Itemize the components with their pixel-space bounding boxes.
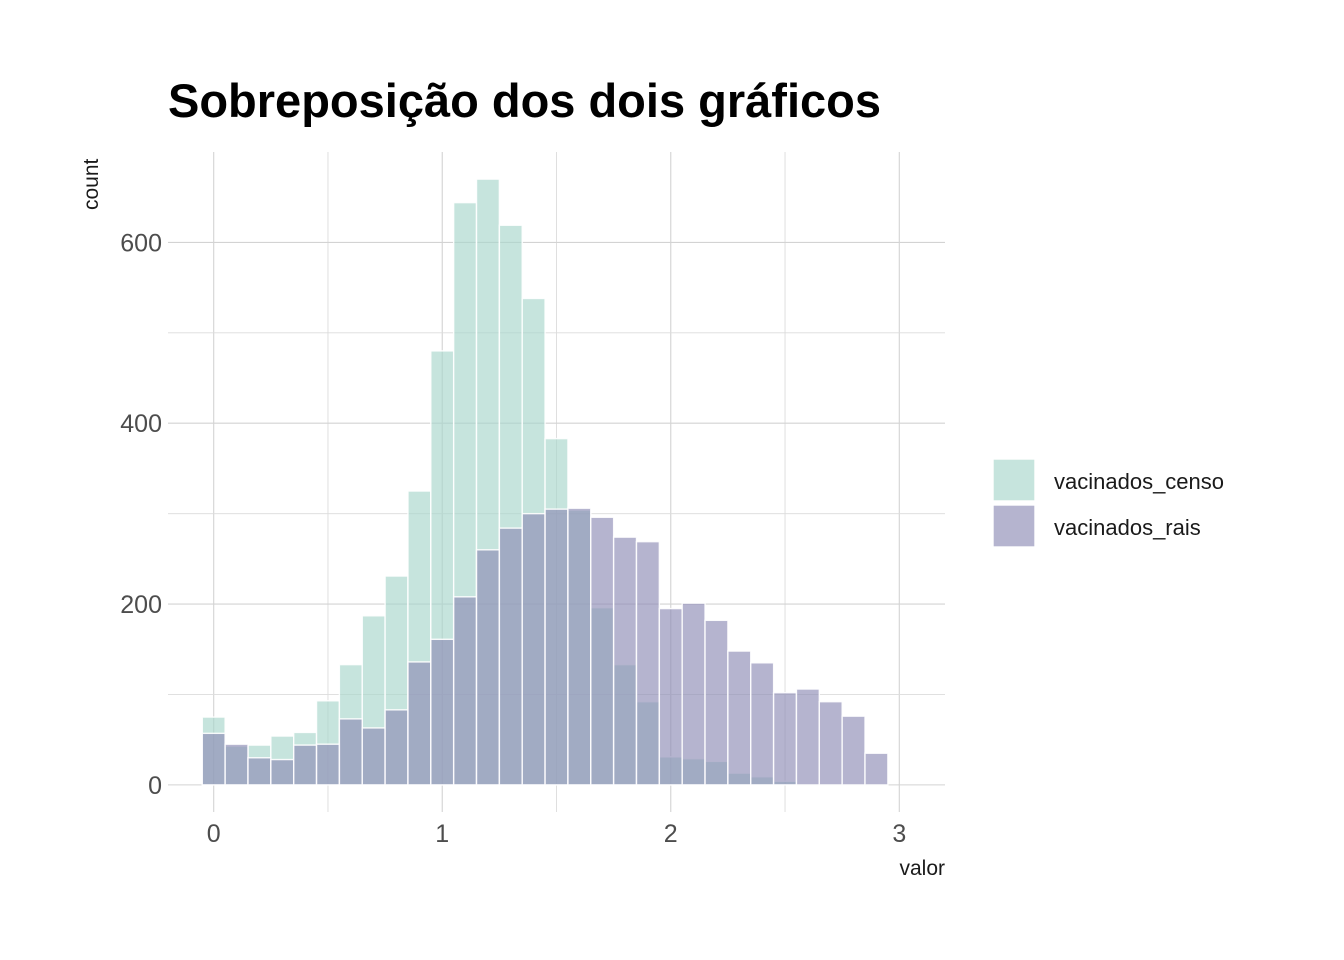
bar-vacinados-rais xyxy=(795,688,821,786)
y-tick-label: 200 xyxy=(120,591,162,619)
legend-key-vacinados-censo xyxy=(992,458,1036,502)
bar-vacinados-rais xyxy=(384,709,409,786)
bar-vacinados-rais xyxy=(544,508,569,786)
y-axis-ticks: 0 200 400 600 xyxy=(120,229,162,799)
bar-vacinados-rais xyxy=(338,718,363,786)
bar-vacinados-rais xyxy=(727,650,752,786)
bar-vacinados-rais xyxy=(270,758,295,786)
bar-vacinados-rais xyxy=(750,662,775,786)
bar-vacinados-rais xyxy=(521,512,546,786)
y-tick-label: 400 xyxy=(120,410,162,438)
bar-vacinados-rais xyxy=(475,549,501,786)
y-axis-label: count xyxy=(80,158,103,210)
legend-label: vacinados_rais xyxy=(1054,515,1201,540)
bar-vacinados-rais xyxy=(201,732,226,786)
legend-key-vacinados-rais xyxy=(992,504,1036,548)
bar-vacinados-rais xyxy=(635,540,661,786)
bar-vacinados-rais xyxy=(361,727,386,786)
series-vacinados-rais xyxy=(201,507,889,786)
y-tick-label: 0 xyxy=(148,772,162,800)
bar-vacinados-rais xyxy=(224,743,249,786)
bar-vacinados-rais xyxy=(818,700,843,786)
x-tick-label: 1 xyxy=(435,820,449,848)
x-tick-label: 2 xyxy=(664,820,678,848)
x-tick-label: 0 xyxy=(207,820,221,848)
legend-label: vacinados_censo xyxy=(1054,469,1224,494)
bar-vacinados-rais xyxy=(658,607,683,786)
bar-vacinados-rais xyxy=(315,743,341,786)
legend: vacinados_censo vacinados_rais xyxy=(992,458,1224,548)
x-axis-label: valor xyxy=(899,857,945,880)
y-tick-label: 600 xyxy=(120,229,162,257)
bar-vacinados-rais xyxy=(704,619,729,786)
bar-vacinados-rais xyxy=(498,527,523,786)
bar-vacinados-rais xyxy=(430,638,455,786)
bar-vacinados-rais xyxy=(292,744,318,786)
x-tick-label: 3 xyxy=(892,820,906,848)
bar-vacinados-rais xyxy=(612,536,638,786)
bar-vacinados-rais xyxy=(407,661,432,786)
bar-vacinados-rais xyxy=(772,691,798,786)
bar-vacinados-rais xyxy=(567,507,592,786)
chart-title: Sobreposição dos dois gráficos xyxy=(168,74,881,127)
bar-vacinados-rais xyxy=(841,715,866,786)
bar-vacinados-rais xyxy=(681,602,706,786)
bar-vacinados-rais xyxy=(590,516,615,786)
x-axis-ticks: 0 1 2 3 xyxy=(207,820,906,848)
bar-vacinados-rais xyxy=(452,596,478,786)
bar-vacinados-rais xyxy=(247,757,272,786)
bar-vacinados-rais xyxy=(864,752,889,786)
